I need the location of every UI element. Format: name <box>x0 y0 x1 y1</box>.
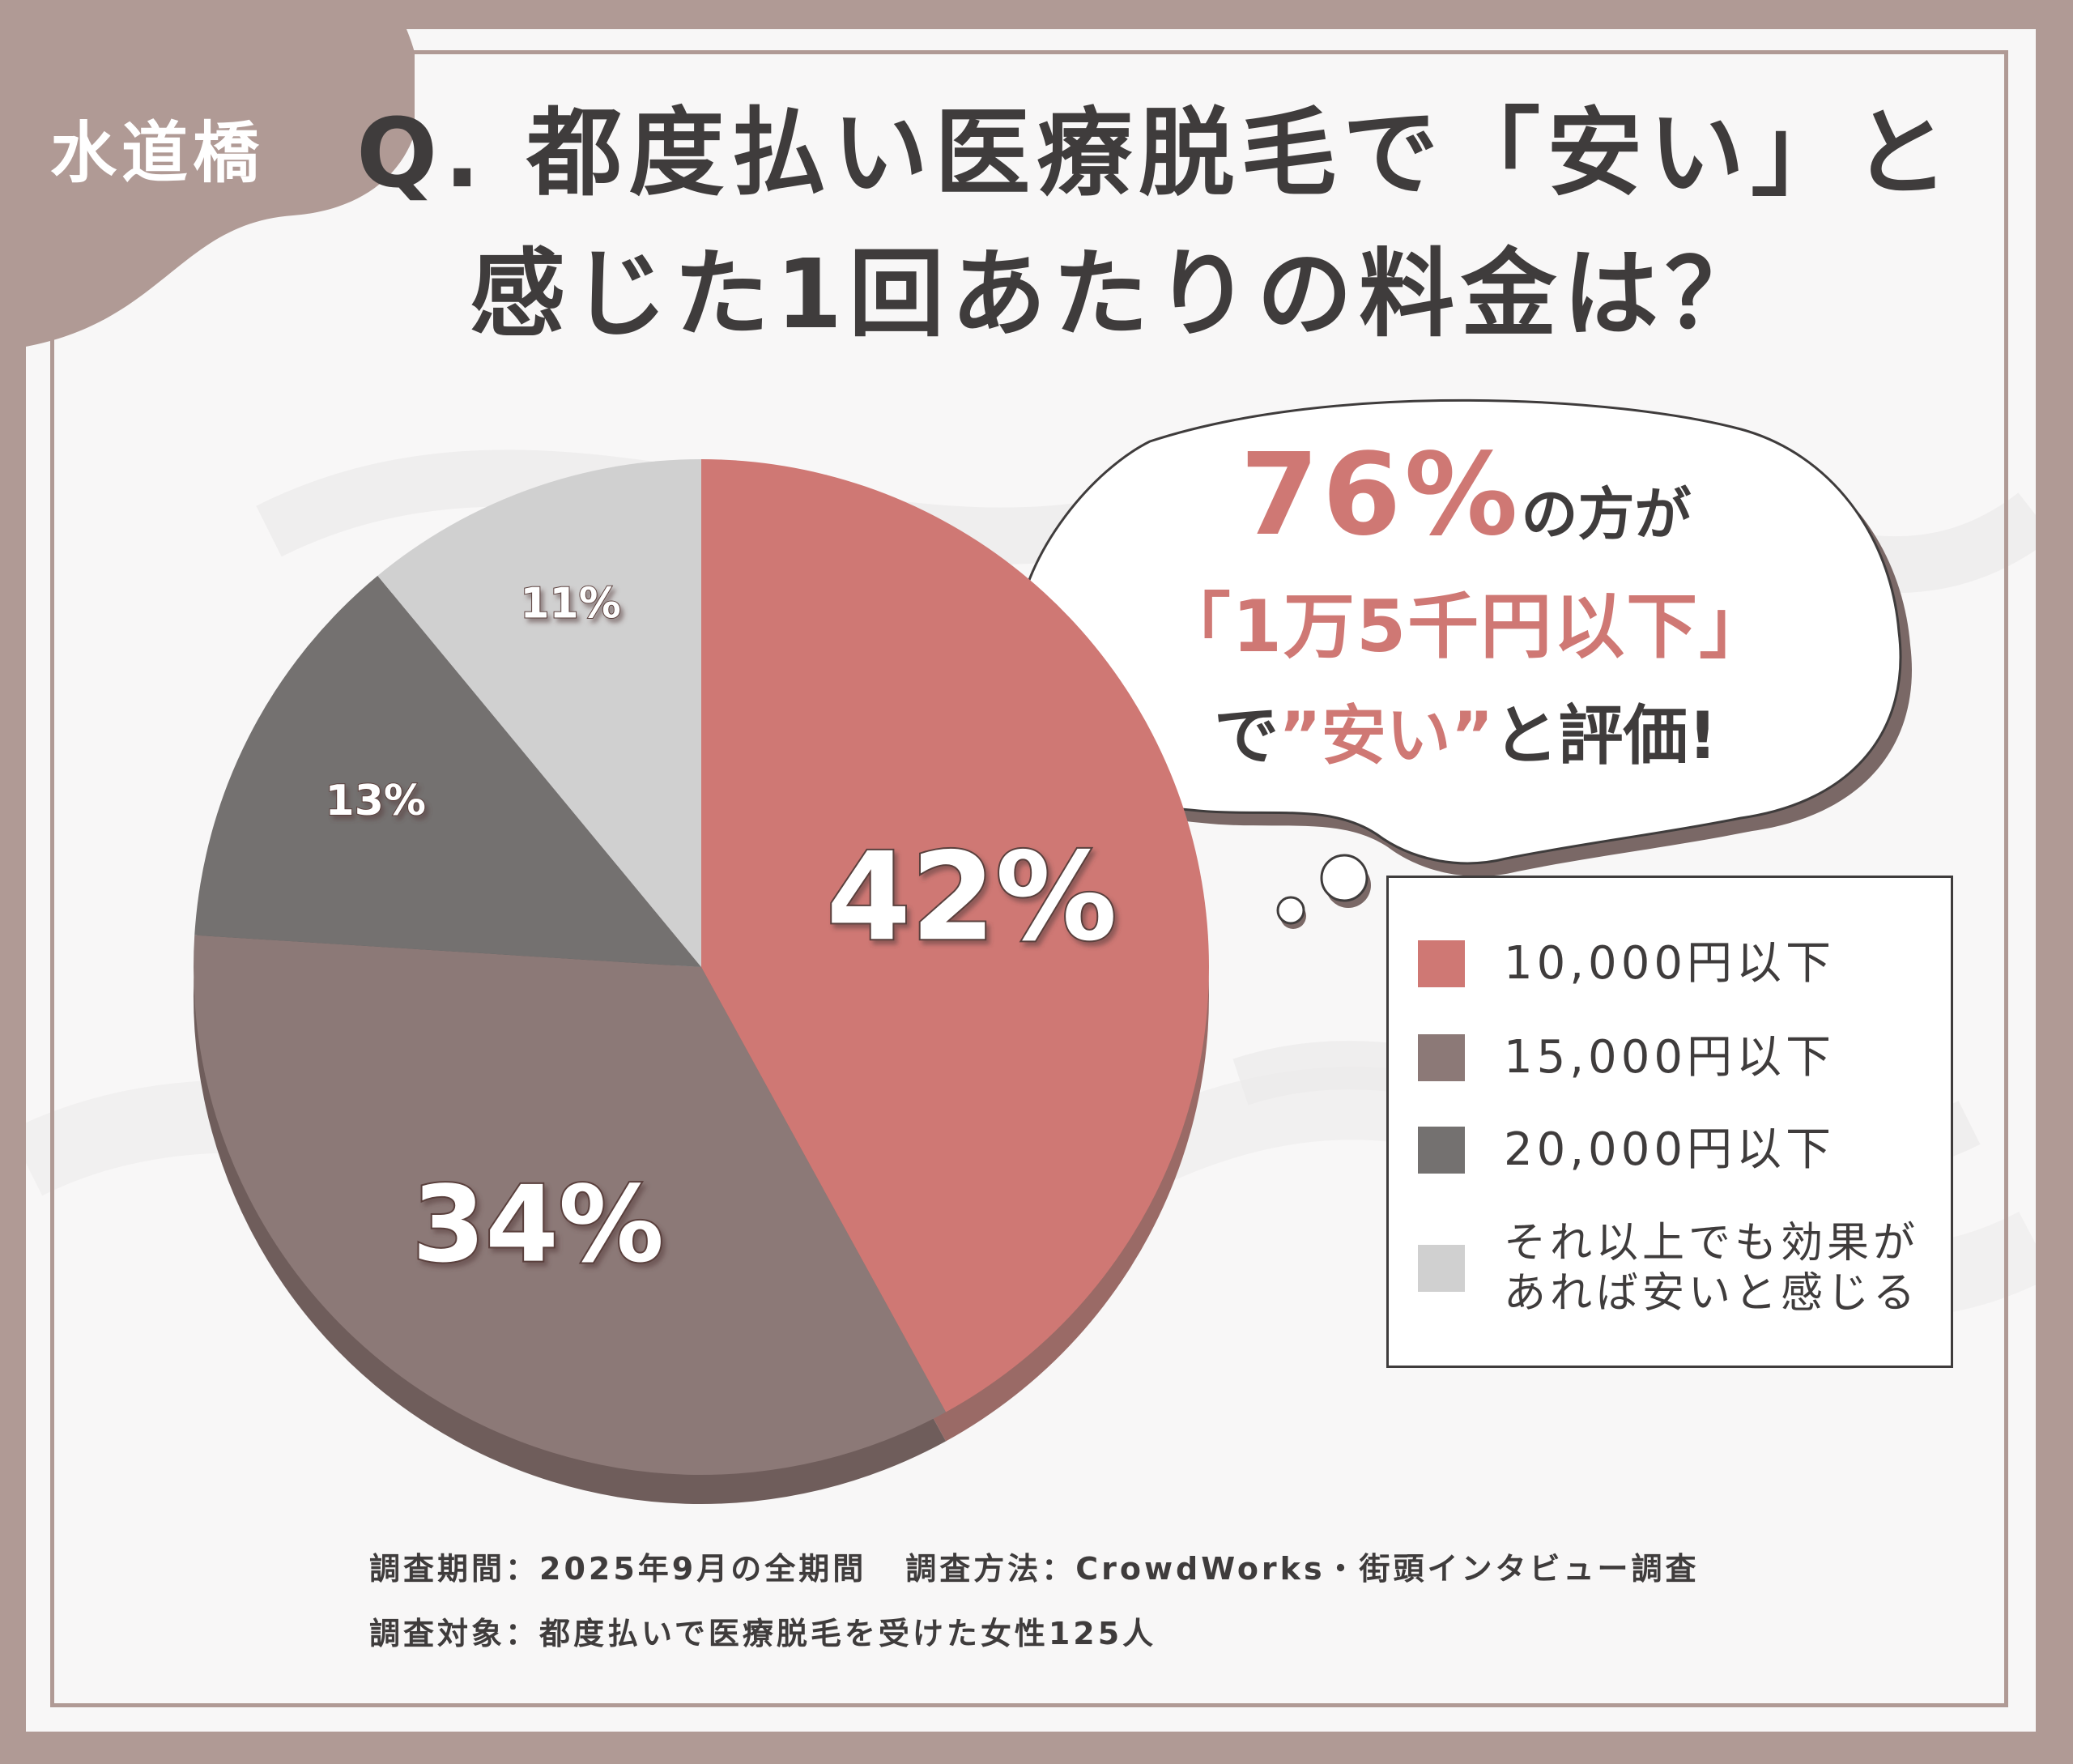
legend-swatch <box>1418 1126 1465 1174</box>
legend-label: 20,000円以下 <box>1504 1123 1835 1176</box>
legend-item-4: それ以上でも効果が あれば安いと感じる <box>1418 1218 1919 1319</box>
pie-slices <box>193 459 1209 1475</box>
footer-line-2: 調査対象：都度払いで医療脱毛を受けた女性125人 <box>369 1608 1156 1653</box>
legend-item-1: 10,000円以下 <box>1418 936 1835 991</box>
callout-line3-suffix: と評価! <box>1493 698 1718 773</box>
callout-line3-accent: ”安い” <box>1279 698 1494 773</box>
legend-item-2: 15,000円以下 <box>1418 1030 1835 1084</box>
chart-title: Q. 都度払い医療脱毛で「安い」と 感じた1回あたりの料金は？ <box>356 105 1960 342</box>
callout-line1-suffix: の方が <box>1521 481 1692 548</box>
legend-swatch <box>1418 940 1465 987</box>
pie-slice-1 <box>701 459 1209 1412</box>
legend-swatch <box>1418 1245 1465 1293</box>
title-line-2: 感じた1回あたりの料金は？ <box>470 238 1768 350</box>
legend-swatch <box>1418 1033 1465 1081</box>
survey-target: 調査対象：都度払いで医療脱毛を受けた女性125人 <box>369 1616 1157 1651</box>
callout-line-2: 「1万5千円以下」 <box>1159 585 1773 668</box>
pie-slice-2 <box>193 935 947 1475</box>
corner-tab <box>26 29 415 347</box>
pie-labels: 42% 34% 13% 11% <box>325 579 1119 1288</box>
callout-line-3: で”安い”と評価! <box>1012 684 1919 778</box>
inner-frame <box>50 50 2008 1707</box>
pie-label-4: 11% <box>520 580 620 628</box>
callout-line3-prefix: で <box>1214 698 1279 773</box>
callout-text: 76%の方が 「1万5千円以下」 で”安い”と評価! <box>1012 429 1919 778</box>
legend-label: 10,000円以下 <box>1504 937 1835 990</box>
survey-method: 調査方法：CrowdWorks・街頭インタビュー調査 <box>905 1551 1700 1587</box>
title-line-1: Q. 都度払い医療脱毛で「安い」と <box>356 97 1956 209</box>
chart-legend: 10,000円以下 15,000円以下 20,000円以下それ以上でも効果が あれば… <box>1386 876 1953 1368</box>
footer-line-1: 調査期間：2025年9月の全期間 調査方法：CrowdWorks・街頭インタビュー… <box>369 1544 1700 1588</box>
legend-label: 15,000円以下 <box>1504 1031 1835 1084</box>
pie-slice-4 <box>377 459 701 967</box>
pie-label-1: 42% <box>826 827 1117 968</box>
area-badge: 水道橋 <box>50 115 265 192</box>
legend-item-3: 20,000円以下 <box>1418 1123 1835 1177</box>
callout-percent: 76% <box>1240 429 1522 561</box>
pie-label-2: 34% <box>412 1163 664 1286</box>
pie-label-3: 13% <box>326 777 426 825</box>
legend-label: それ以上でも効果が あれば安いと感じる <box>1504 1219 1920 1319</box>
callout-line-1: 76%の方が <box>1012 429 1919 561</box>
callout-bubble <box>1014 398 1912 929</box>
pie-slice-3 <box>194 575 701 967</box>
survey-period: 調査期間：2025年9月の全期間 <box>369 1551 867 1587</box>
